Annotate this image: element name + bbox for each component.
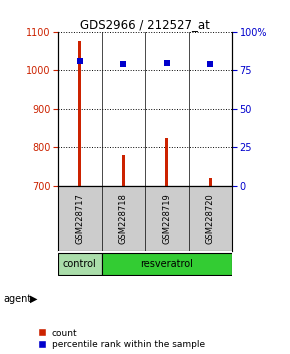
Title: GDS2966 / 212527_at: GDS2966 / 212527_at [80,18,210,31]
Bar [78,41,81,185]
Bar [102,253,232,275]
Text: GSM228719: GSM228719 [162,193,171,244]
Text: GSM228717: GSM228717 [75,193,84,244]
Legend: count, percentile rank within the sample: count, percentile rank within the sample [39,329,205,349]
Text: resveratrol: resveratrol [140,259,193,269]
Bar [122,155,125,185]
Bar [165,137,168,185]
Text: control: control [63,259,97,269]
Text: agent: agent [3,294,31,304]
Bar [209,178,212,185]
Text: GSM228720: GSM228720 [206,193,215,244]
Text: GSM228718: GSM228718 [119,193,128,244]
Text: ▶: ▶ [30,294,38,304]
Bar [58,253,102,275]
